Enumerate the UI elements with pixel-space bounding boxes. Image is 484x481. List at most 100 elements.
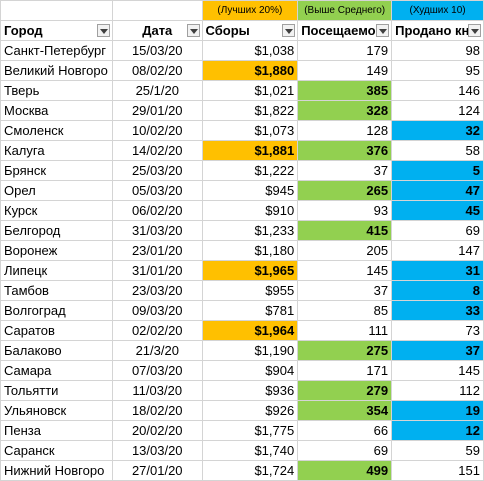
- fees-cell[interactable]: $1,222: [201, 160, 299, 181]
- date-cell[interactable]: 08/02/20: [111, 60, 203, 81]
- date-cell[interactable]: 23/03/20: [111, 280, 203, 301]
- sold-cell[interactable]: 69: [391, 220, 484, 241]
- fees-cell[interactable]: $1,021: [201, 80, 299, 101]
- sold-cell[interactable]: 95: [391, 60, 484, 81]
- visits-cell[interactable]: 179: [297, 40, 393, 61]
- city-cell[interactable]: Белгород: [0, 220, 113, 241]
- fees-cell[interactable]: $781: [201, 300, 299, 321]
- city-cell[interactable]: Смоленск: [0, 120, 113, 141]
- sold-cell[interactable]: 5: [391, 160, 484, 181]
- city-cell[interactable]: Нижний Новгоро: [0, 460, 113, 481]
- date-cell[interactable]: 18/02/20: [111, 400, 203, 421]
- sold-cell[interactable]: 31: [391, 260, 484, 281]
- visits-cell[interactable]: 37: [297, 160, 393, 181]
- fees-cell[interactable]: $1,233: [201, 220, 299, 241]
- visits-cell[interactable]: 279: [297, 380, 393, 401]
- label-above-average[interactable]: (Выше Среднего): [297, 0, 393, 21]
- visits-cell[interactable]: 171: [297, 360, 393, 381]
- header-date[interactable]: Дата: [111, 20, 203, 41]
- city-cell[interactable]: Ульяновск: [0, 400, 113, 421]
- date-cell[interactable]: 25/1/20: [111, 80, 203, 101]
- city-cell[interactable]: Воронеж: [0, 240, 113, 261]
- fees-cell[interactable]: $1,073: [201, 120, 299, 141]
- city-cell[interactable]: Липецк: [0, 260, 113, 281]
- sold-cell[interactable]: 147: [391, 240, 484, 261]
- date-cell[interactable]: 05/03/20: [111, 180, 203, 201]
- sold-cell[interactable]: 151: [391, 460, 484, 481]
- fees-cell[interactable]: $936: [201, 380, 299, 401]
- date-cell[interactable]: 31/01/20: [111, 260, 203, 281]
- date-cell[interactable]: 11/03/20: [111, 380, 203, 401]
- city-cell[interactable]: Орел: [0, 180, 113, 201]
- sold-cell[interactable]: 73: [391, 320, 484, 341]
- date-cell[interactable]: 23/01/20: [111, 240, 203, 261]
- date-cell[interactable]: 02/02/20: [111, 320, 203, 341]
- fees-cell[interactable]: $1,880: [201, 60, 299, 81]
- visits-cell[interactable]: 128: [297, 120, 393, 141]
- city-cell[interactable]: Балаково: [0, 340, 113, 361]
- sold-cell[interactable]: 32: [391, 120, 484, 141]
- label-cell-empty-2[interactable]: [111, 0, 203, 21]
- date-cell[interactable]: 20/02/20: [111, 420, 203, 441]
- date-cell[interactable]: 29/01/20: [111, 100, 203, 121]
- city-cell[interactable]: Волгоград: [0, 300, 113, 321]
- fees-cell[interactable]: $1,724: [201, 460, 299, 481]
- visits-cell[interactable]: 145: [297, 260, 393, 281]
- dropdown-filter-icon[interactable]: [376, 24, 390, 37]
- visits-cell[interactable]: 66: [297, 420, 393, 441]
- sold-cell[interactable]: 146: [391, 80, 484, 101]
- visits-cell[interactable]: 205: [297, 240, 393, 261]
- city-cell[interactable]: Калуга: [0, 140, 113, 161]
- label-top-20[interactable]: (Лучших 20%): [201, 0, 299, 21]
- header-sold[interactable]: Продано кн: [391, 20, 484, 41]
- sold-cell[interactable]: 58: [391, 140, 484, 161]
- city-cell[interactable]: Самара: [0, 360, 113, 381]
- sold-cell[interactable]: 145: [391, 360, 484, 381]
- visits-cell[interactable]: 328: [297, 100, 393, 121]
- visits-cell[interactable]: 85: [297, 300, 393, 321]
- dropdown-filter-icon[interactable]: [468, 24, 481, 37]
- fees-cell[interactable]: $904: [201, 360, 299, 381]
- fees-cell[interactable]: $1,190: [201, 340, 299, 361]
- sold-cell[interactable]: 37: [391, 340, 484, 361]
- date-cell[interactable]: 15/03/20: [111, 40, 203, 61]
- fees-cell[interactable]: $1,775: [201, 420, 299, 441]
- label-cell-empty-1[interactable]: [0, 0, 113, 21]
- sold-cell[interactable]: 19: [391, 400, 484, 421]
- fees-cell[interactable]: $1,965: [201, 260, 299, 281]
- city-cell[interactable]: Тольятти: [0, 380, 113, 401]
- fees-cell[interactable]: $910: [201, 200, 299, 221]
- visits-cell[interactable]: 93: [297, 200, 393, 221]
- date-cell[interactable]: 10/02/20: [111, 120, 203, 141]
- city-cell[interactable]: Брянск: [0, 160, 113, 181]
- header-fees[interactable]: Сборы: [201, 20, 299, 41]
- date-cell[interactable]: 14/02/20: [111, 140, 203, 161]
- sold-cell[interactable]: 98: [391, 40, 484, 61]
- fees-cell[interactable]: $1,964: [201, 320, 299, 341]
- city-cell[interactable]: Пенза: [0, 420, 113, 441]
- fees-cell[interactable]: $955: [201, 280, 299, 301]
- sold-cell[interactable]: 124: [391, 100, 484, 121]
- visits-cell[interactable]: 415: [297, 220, 393, 241]
- visits-cell[interactable]: 376: [297, 140, 393, 161]
- date-cell[interactable]: 06/02/20: [111, 200, 203, 221]
- city-cell[interactable]: Тамбов: [0, 280, 113, 301]
- sold-cell[interactable]: 47: [391, 180, 484, 201]
- visits-cell[interactable]: 111: [297, 320, 393, 341]
- visits-cell[interactable]: 149: [297, 60, 393, 81]
- city-cell[interactable]: Москва: [0, 100, 113, 121]
- header-city[interactable]: Город: [0, 20, 113, 41]
- fees-cell[interactable]: $1,881: [201, 140, 299, 161]
- visits-cell[interactable]: 37: [297, 280, 393, 301]
- fees-cell[interactable]: $1,038: [201, 40, 299, 61]
- sold-cell[interactable]: 33: [391, 300, 484, 321]
- city-cell[interactable]: Санкт-Петербург: [0, 40, 113, 61]
- fees-cell[interactable]: $1,822: [201, 100, 299, 121]
- visits-cell[interactable]: 385: [297, 80, 393, 101]
- header-visits[interactable]: Посещаемо: [297, 20, 393, 41]
- city-cell[interactable]: Великий Новгоро: [0, 60, 113, 81]
- date-cell[interactable]: 27/01/20: [111, 460, 203, 481]
- date-cell[interactable]: 09/03/20: [111, 300, 203, 321]
- visits-cell[interactable]: 354: [297, 400, 393, 421]
- visits-cell[interactable]: 265: [297, 180, 393, 201]
